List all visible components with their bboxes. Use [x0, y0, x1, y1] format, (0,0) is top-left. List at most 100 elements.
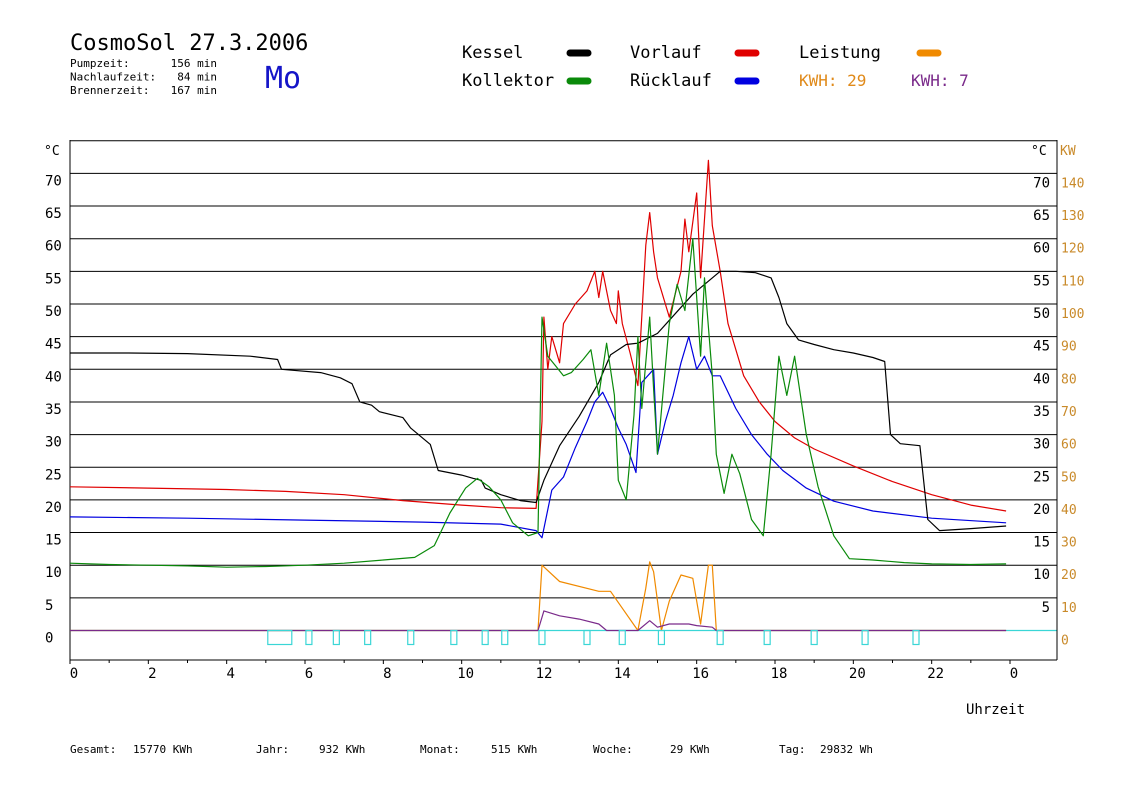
footer-gesamt-label: Gesamt:	[70, 743, 116, 756]
power-tick-label: 140	[1061, 176, 1084, 191]
power-tick-label: 50	[1061, 470, 1077, 485]
footer-monat-label: Monat:	[420, 743, 460, 756]
left-tick-label: 20	[45, 500, 62, 516]
power-tick-label: 80	[1061, 372, 1077, 387]
stat-value: 156 min	[171, 57, 217, 70]
left-tick-label: 10	[45, 565, 62, 581]
legend-label: Kessel	[462, 43, 523, 63]
stat-label: Pumpzeit:	[70, 57, 130, 70]
pump-marker	[912, 629, 920, 646]
legend-label: Vorlauf	[630, 43, 702, 63]
power-tick-label: 20	[1061, 568, 1077, 583]
kwh-secondary: KWH: 7	[911, 71, 969, 90]
right-tick-label: 60	[1033, 241, 1050, 257]
pump-marker	[481, 629, 489, 646]
x-tick-label: 2	[148, 666, 156, 682]
page-title: CosmoSol 27.3.2006	[70, 31, 308, 56]
left-tick-label: 15	[45, 533, 62, 549]
legend-label: Rücklauf	[630, 71, 712, 91]
power-tick-label: 0	[1061, 634, 1069, 649]
footer-gesamt-value: 15770 KWh	[133, 743, 193, 756]
left-tick-label: 5	[45, 598, 53, 614]
grid	[70, 140, 1057, 632]
power-tick-label: 60	[1061, 438, 1077, 453]
x-tick-label: 10	[457, 666, 474, 682]
pump-marker	[305, 629, 313, 646]
x-tick-label: 16	[692, 666, 709, 682]
x-tick-label: 18	[771, 666, 788, 682]
day-label: Mo	[265, 61, 301, 96]
x-axis-label: Uhrzeit	[966, 702, 1025, 718]
right-tick-label: 45	[1033, 339, 1050, 355]
power-tick-label: 10	[1061, 601, 1077, 616]
x-tick-label: 12	[536, 666, 553, 682]
pump-marker	[538, 629, 546, 646]
pump-marker	[861, 629, 869, 646]
footer-tag-value: 29832 Wh	[820, 743, 873, 756]
footer-tag-label: Tag:	[779, 743, 806, 756]
right-tick-label: 55	[1033, 273, 1050, 289]
footer-woche-value: 29 KWh	[670, 743, 710, 756]
right-tick-label: 35	[1033, 404, 1050, 420]
right-tick-label: 30	[1033, 437, 1050, 453]
power-tick-label: 70	[1061, 405, 1077, 420]
x-tick-label: 6	[305, 666, 313, 682]
power-tick-label: 30	[1061, 536, 1077, 551]
stat-value: 84 min	[177, 71, 217, 84]
x-tick-label: 8	[383, 666, 391, 682]
legend-label: Kollektor	[462, 71, 554, 91]
right-tick-label: 25	[1033, 469, 1050, 485]
pump-marker	[716, 629, 724, 646]
left-tick-label: 0	[45, 631, 53, 647]
footer-jahr-value: 932 KWh	[319, 743, 365, 756]
left-tick-label: 40	[45, 369, 62, 385]
x-tick-label: 0	[70, 666, 78, 682]
left-tick-label: 50	[45, 304, 62, 320]
pump-marker	[763, 629, 771, 646]
pump-marker	[332, 629, 340, 646]
kwh-total: KWH: 29	[799, 71, 866, 90]
right-unit-label: °C	[1031, 144, 1047, 159]
pump-marker	[450, 629, 458, 646]
left-tick-label: 45	[45, 337, 62, 353]
power-tick-label: 90	[1061, 340, 1077, 355]
power-tick-label: 130	[1061, 209, 1084, 224]
series-line	[69, 159, 1007, 512]
power-tick-label: 120	[1061, 242, 1084, 257]
x-tick-label: 14	[614, 666, 631, 682]
footer-jahr-label: Jahr:	[256, 743, 289, 756]
stat-label: Nachlaufzeit:	[70, 71, 156, 84]
axes: °C °C KW0510152025303540455055606570510152…	[44, 140, 1084, 718]
left-tick-label: 60	[45, 239, 62, 255]
right-tick-label: 20	[1033, 502, 1050, 518]
power-tick-label: 110	[1061, 274, 1084, 289]
right-tick-label: 10	[1033, 567, 1050, 583]
power-tick-label: 100	[1061, 307, 1084, 322]
footer-woche-label: Woche:	[593, 743, 633, 756]
pump-marker	[583, 629, 591, 646]
right-tick-label: 5	[1042, 600, 1050, 616]
footer-monat-value: 515 KWh	[491, 743, 537, 756]
stat-label: Brennerzeit:	[70, 84, 149, 97]
pump-marker	[267, 629, 293, 646]
series-line	[70, 561, 1007, 632]
x-tick-label: 22	[927, 666, 944, 682]
right-tick-label: 50	[1033, 306, 1050, 322]
left-tick-label: 30	[45, 435, 62, 451]
left-unit-label: °C	[44, 144, 60, 159]
right-tick-label: 15	[1033, 535, 1050, 551]
pump-marker	[810, 629, 818, 646]
left-tick-label: 70	[45, 173, 62, 189]
power-unit-label: KW	[1060, 144, 1076, 159]
right-tick-label: 40	[1033, 371, 1050, 387]
series-line	[69, 336, 1007, 539]
left-tick-label: 65	[45, 206, 62, 222]
x-tick-label: 4	[226, 666, 234, 682]
pump-marker	[364, 629, 372, 646]
legend-label: Leistung	[799, 43, 881, 63]
left-tick-label: 55	[45, 271, 62, 287]
power-tick-label: 40	[1061, 503, 1077, 518]
series	[69, 159, 1007, 646]
